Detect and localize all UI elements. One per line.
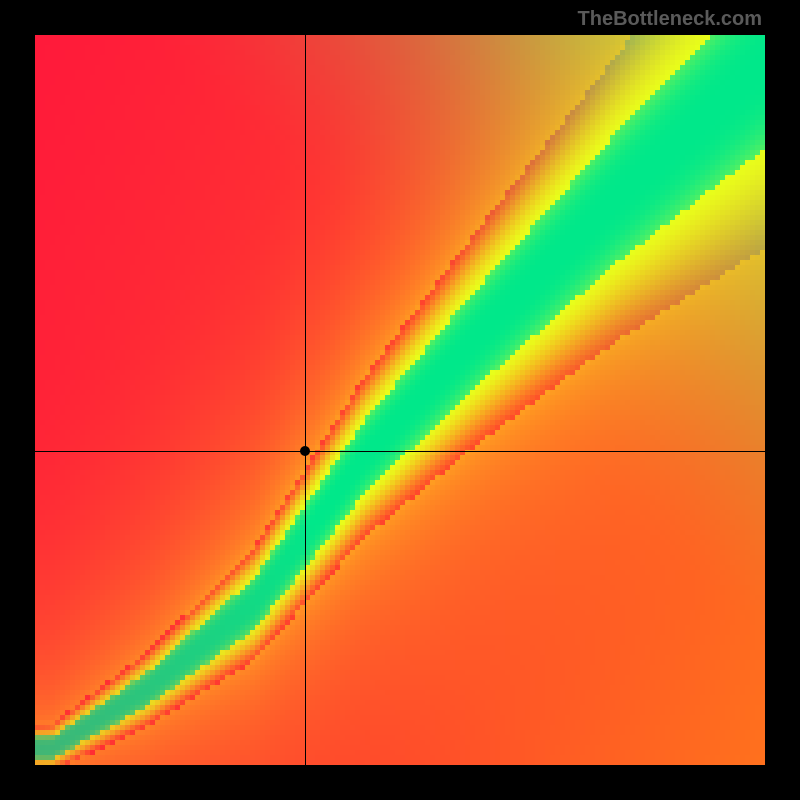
heatmap-canvas [35, 35, 765, 765]
crosshair-horizontal [35, 451, 765, 452]
marker-dot [300, 446, 310, 456]
watermark-text: TheBottleneck.com [578, 8, 762, 31]
plot-area [35, 35, 765, 765]
crosshair-vertical [305, 35, 306, 765]
